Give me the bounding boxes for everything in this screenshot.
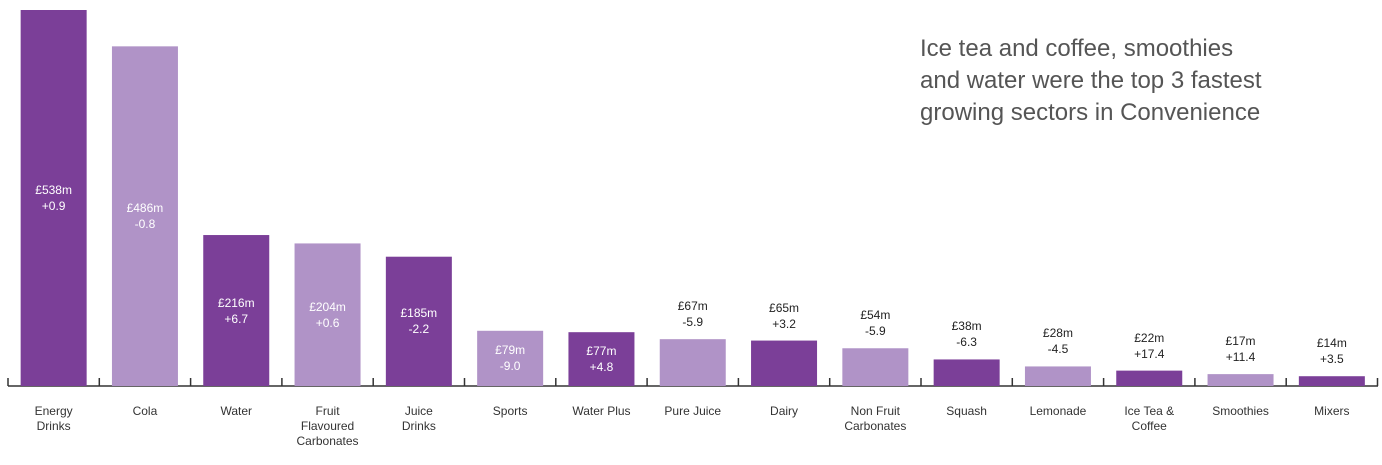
change-label: -4.5 — [1047, 342, 1069, 357]
value-label: £14m — [1316, 336, 1347, 351]
bar — [1024, 366, 1091, 386]
value-label: £77m — [586, 344, 617, 359]
x-tick-label: Sports — [492, 404, 528, 418]
value-label: £79m — [495, 343, 526, 358]
value-label: £486m — [126, 201, 164, 216]
change-label: +6.7 — [224, 311, 249, 326]
change-label: +0.9 — [41, 199, 66, 213]
change-label: +0.6 — [315, 315, 340, 330]
value-label: £185m — [400, 306, 438, 321]
bar — [1116, 370, 1183, 386]
x-tick-label: Smoothies — [1212, 404, 1269, 418]
change-label: -5.9 — [682, 315, 704, 330]
x-tick-label: Fruit Flavoured Carbonates — [296, 404, 359, 448]
change-label: -0.8 — [134, 217, 156, 232]
x-tick-label: Water Plus — [572, 404, 631, 418]
annotation: Ice tea and coffee, smoothies and water … — [920, 35, 1262, 126]
x-tick-label: Juice Drinks — [401, 404, 436, 433]
value-label: £204m — [309, 299, 346, 314]
value-label: £216m — [217, 295, 255, 310]
bar — [294, 243, 361, 386]
change-label: +11.4 — [1225, 350, 1256, 365]
bar — [111, 46, 178, 386]
x-tick-label: Ice Tea & Coffee — [1124, 404, 1175, 433]
bar — [842, 348, 909, 386]
value-label: £67m — [677, 299, 708, 314]
bar — [203, 235, 270, 386]
change-label: +4.8 — [589, 360, 614, 375]
x-tick-label: Energy Drinks — [34, 404, 73, 433]
value-label: £22m — [1134, 330, 1165, 345]
bar — [659, 339, 726, 386]
bar — [477, 330, 544, 386]
bar — [20, 10, 87, 386]
bar — [1207, 374, 1274, 386]
x-tick-label: Lemonade — [1029, 404, 1087, 418]
change-label: -9.0 — [499, 359, 521, 374]
x-tick-label: Mixers — [1314, 404, 1350, 418]
bar — [1298, 376, 1365, 386]
change-label: +17.4 — [1134, 346, 1165, 361]
value-label: £38m — [951, 319, 982, 334]
value-label: £17m — [1225, 334, 1256, 349]
change-label: -2.2 — [408, 322, 430, 337]
change-label: +3.5 — [1319, 352, 1344, 367]
x-tick-label: Squash — [946, 404, 987, 418]
bar — [568, 332, 635, 386]
bar — [933, 359, 1000, 386]
bar — [385, 256, 452, 386]
value-label: £65m — [769, 300, 800, 315]
value-label: £54m — [860, 308, 891, 323]
x-tick-label: Non Fruit Carbonates — [844, 404, 907, 433]
x-tick-label: Dairy — [770, 404, 799, 418]
change-label: -6.3 — [956, 335, 977, 350]
x-tick-label: Water — [220, 404, 253, 418]
x-tick-label: Pure Juice — [664, 404, 722, 418]
value-label: £538m — [35, 183, 72, 197]
x-tick-label: Cola — [132, 404, 158, 418]
change-label: +3.2 — [772, 316, 796, 331]
value-label: £28m — [1042, 326, 1073, 341]
bar — [751, 340, 818, 386]
change-label: -5.9 — [865, 324, 886, 339]
